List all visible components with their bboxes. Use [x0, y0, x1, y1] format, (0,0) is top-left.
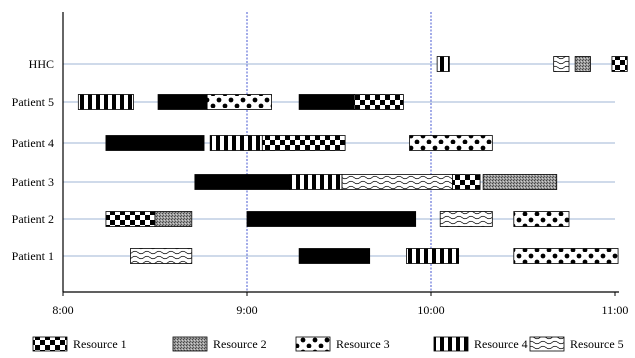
task-bar [482, 174, 558, 190]
legend: Resource 1 Resource 2 Resource 3 Resource 4… [32, 336, 624, 352]
task-bar [298, 94, 355, 110]
x-tick-label: 8:00 [52, 303, 73, 317]
task-bar [246, 211, 417, 227]
legend-label: Resource 1 [73, 337, 127, 351]
task-bar [105, 135, 205, 151]
legend-swatch [295, 336, 331, 352]
grid-lines [63, 63, 615, 257]
task-bar [353, 94, 404, 110]
task-bar [452, 174, 481, 190]
task-bar [289, 174, 343, 190]
task-bar [105, 211, 156, 227]
legend-swatch [529, 336, 565, 352]
task-bar [130, 248, 193, 264]
row-labels: Patient 1 Patient 2 Patient 3 Patient 4 Pati… [12, 57, 54, 263]
task-bar [574, 56, 591, 72]
task-bar [513, 248, 619, 264]
task-bar [513, 211, 570, 227]
row-label: Patient 2 [12, 212, 54, 226]
task-bar [611, 56, 628, 72]
task-bar [341, 174, 453, 190]
task-bar [406, 248, 460, 264]
task-bar [436, 56, 450, 72]
legend-label: Resource 2 [213, 337, 267, 351]
task-bar [157, 94, 208, 110]
row-label: Patient 5 [12, 95, 54, 109]
x-tick-label: 10:00 [417, 303, 444, 317]
task-bar [154, 211, 193, 227]
legend-label: Resource 4 [474, 337, 528, 351]
legend-label: Resource 5 [570, 337, 624, 351]
task-bar [206, 94, 272, 110]
task-bar [298, 248, 371, 264]
x-tick-label: 9:00 [236, 303, 257, 317]
legend-swatch [433, 336, 469, 352]
row-label: Patient 3 [12, 175, 54, 189]
task-bar [553, 56, 570, 72]
reference-lines [246, 12, 432, 292]
row-label: HHC [29, 57, 54, 71]
legend-swatch [172, 336, 208, 352]
task-bars [77, 56, 628, 264]
legend-swatch [32, 336, 68, 352]
task-bar [77, 94, 134, 110]
axes [62, 12, 619, 296]
row-label: Patient 4 [12, 136, 54, 150]
task-bar [209, 135, 263, 151]
x-tick-labels: 8:00 9:00 10:00 11:00 [52, 303, 628, 317]
x-tick-label: 11:00 [602, 303, 629, 317]
task-bar [439, 211, 493, 227]
legend-label: Resource 3 [336, 337, 390, 351]
row-label: Patient 1 [12, 249, 54, 263]
task-bar [409, 135, 493, 151]
task-bar [194, 174, 291, 190]
task-bar [261, 135, 346, 151]
